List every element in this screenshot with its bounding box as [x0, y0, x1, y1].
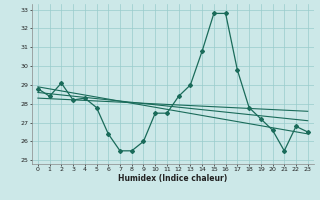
X-axis label: Humidex (Indice chaleur): Humidex (Indice chaleur): [118, 174, 228, 183]
